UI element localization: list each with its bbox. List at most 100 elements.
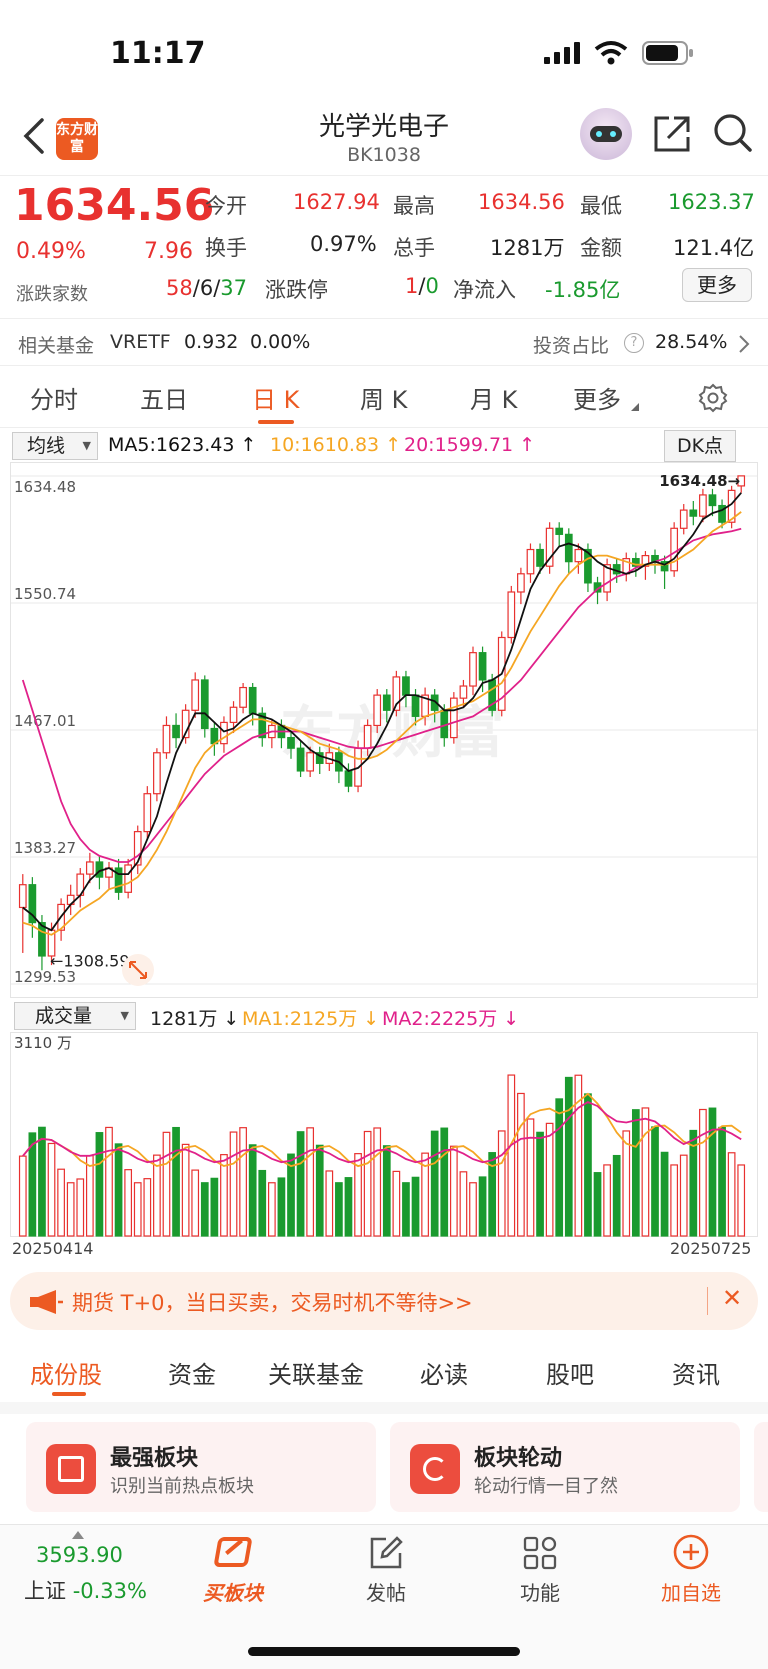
volume-selector[interactable]: 成交量 ▼ [14, 1002, 136, 1030]
post-label[interactable]: 发帖 [366, 1581, 406, 1605]
volume-bar [449, 1145, 458, 1237]
ma5-line [22, 492, 742, 932]
gear-icon[interactable] [698, 383, 728, 413]
subtab-news[interactable]: 资讯 [672, 1361, 720, 1389]
add-circle-icon[interactable] [672, 1533, 710, 1571]
volume-bar [459, 1171, 468, 1237]
candle [459, 685, 468, 699]
tab-more[interactable]: 更多 [573, 386, 621, 414]
status-time: 11:17 [110, 36, 206, 71]
buy-sector-icon[interactable] [210, 1533, 256, 1573]
index-quote[interactable]: 上证 -0.33% [24, 1575, 147, 1605]
volume-bar [124, 1169, 133, 1237]
tab-intraday[interactable]: 分时 [30, 386, 78, 414]
volume-bar [402, 1182, 410, 1237]
chart-frame [10, 462, 758, 998]
candle [564, 533, 573, 563]
ma-selector-label: 均线 [27, 435, 66, 457]
volume-value: 1281万 [490, 236, 565, 260]
help-icon[interactable]: ? [624, 333, 644, 353]
volume-bar [57, 1168, 65, 1237]
candle [545, 527, 554, 567]
battery-icon [642, 41, 693, 65]
vol-ma1-readout: MA1:2125万 ↓ [242, 1008, 380, 1030]
subtab-constituents[interactable]: 成份股 [30, 1361, 102, 1389]
candle [517, 573, 525, 593]
volume-bar [306, 1127, 315, 1237]
tab-weekly-k[interactable]: 周 K [360, 386, 408, 414]
grid-function-icon[interactable] [522, 1535, 558, 1571]
low-label: 最低 [580, 194, 622, 218]
back-icon[interactable] [22, 116, 46, 156]
subtab-forum[interactable]: 股吧 [546, 1361, 594, 1389]
close-icon[interactable]: ✕ [722, 1284, 743, 1312]
ratio-label: 投资占比 [533, 335, 610, 357]
tab-daily-k[interactable]: 日 K [252, 386, 300, 414]
quote-panel: 1634.56 0.49% 7.96 涨跌家数 58/6/37 今开 1627.… [0, 176, 768, 314]
ma5-readout: MA5:1623.43 ↑ [108, 434, 257, 456]
index-value[interactable]: 3593.90 [36, 1543, 123, 1567]
tab-monthly-k[interactable]: 月 K [470, 386, 518, 414]
candle [114, 867, 123, 893]
candle [584, 548, 592, 584]
buy-sector-label[interactable]: 买板块 [203, 1581, 263, 1605]
fund-name: VRETF [110, 331, 171, 353]
volume-label: 总手 [393, 236, 435, 260]
volume-bar [210, 1177, 219, 1237]
function-label[interactable]: 功能 [520, 1581, 560, 1605]
volume-bar [555, 1098, 564, 1237]
volume-bar [325, 1170, 334, 1237]
volume-bar [315, 1144, 324, 1237]
y-tick-label: 1299.53 [14, 968, 76, 986]
search-icon[interactable] [712, 112, 754, 154]
edit-icon[interactable] [368, 1535, 404, 1571]
volume-bar [497, 1130, 506, 1237]
volume-bar [440, 1127, 449, 1237]
kline-chart[interactable]: 1634.481550.741467.011383.271299.53东方财富1… [10, 462, 758, 998]
volume-chart[interactable]: 3110 万 20250414 20250725 [10, 1032, 758, 1272]
tab-five-day[interactable]: 五日 [140, 386, 188, 414]
change-value: 7.96 [144, 239, 193, 264]
y-tick-label: 1550.74 [14, 585, 76, 603]
volume-bar [612, 1154, 621, 1237]
volume-bar [47, 1142, 56, 1237]
volume-bar [239, 1127, 247, 1237]
max-price-label: 1634.48→ [659, 472, 740, 490]
card-strongest-sector[interactable]: 最强板块 识别当前热点板块 [26, 1422, 376, 1512]
breadth-values: 58/6/37 [166, 276, 247, 300]
share-icon[interactable] [652, 114, 692, 154]
candle [85, 861, 94, 875]
candle [699, 494, 707, 517]
sector-rotation-icon [410, 1444, 460, 1494]
status-bar: 11:17 [0, 0, 768, 100]
subtab-related-funds[interactable]: 关联基金 [268, 1361, 364, 1389]
related-fund-row[interactable]: 相关基金 VRETF 0.932 0.00% 投资占比 ? 28.54% [0, 318, 768, 366]
ma-selector[interactable]: 均线 ▼ [12, 432, 98, 460]
card-sector-rotation[interactable]: 板块轮动 轮动行情一目了然 [390, 1422, 740, 1512]
volume-bar [66, 1182, 75, 1237]
promo-text: 期货 T+0，当日买卖，交易时机不等待>> [72, 1291, 473, 1315]
limit-values: 1/0 [405, 274, 439, 298]
robot-avatar-icon[interactable] [580, 108, 632, 160]
header-bar: 东方财富 光学光电子 BK1038 [0, 100, 768, 176]
vol-ma1-line [22, 1092, 742, 1168]
candle [191, 679, 200, 711]
volume-bar [38, 1126, 46, 1237]
volume-bar [478, 1176, 487, 1237]
add-watchlist-label[interactable]: 加自选 [661, 1581, 721, 1605]
megaphone-icon [30, 1290, 63, 1314]
volume-bar [248, 1144, 257, 1237]
more-button[interactable]: 更多 [682, 268, 752, 302]
promo-banner[interactable]: 期货 T+0，当日买卖，交易时机不等待>> ✕ [10, 1272, 758, 1330]
card-partial[interactable] [754, 1422, 768, 1512]
divider [707, 1287, 708, 1315]
limit-up-count: 1 [405, 274, 419, 298]
expand-icon [129, 961, 147, 979]
candle [28, 884, 37, 924]
volume-bar [392, 1170, 401, 1237]
page-title: 光学光电子 [318, 112, 449, 142]
dk-button[interactable]: DK点 [664, 430, 736, 462]
netflow-label: 净流入 [453, 278, 516, 302]
subtab-funds[interactable]: 资金 [168, 1361, 216, 1389]
subtab-must-read[interactable]: 必读 [420, 1361, 468, 1389]
